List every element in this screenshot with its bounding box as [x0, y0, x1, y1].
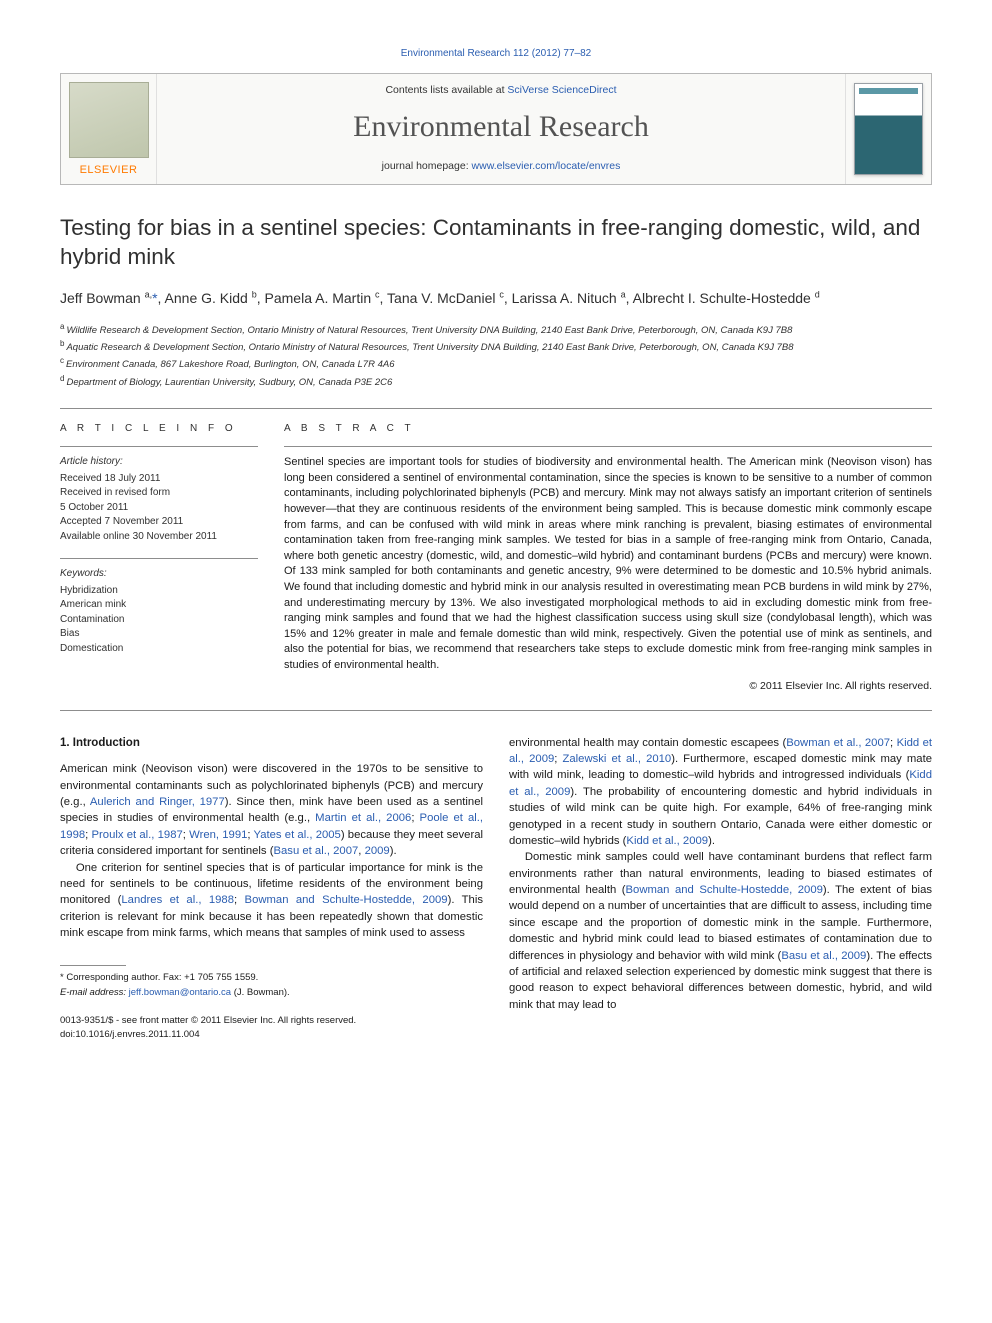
homepage-link[interactable]: www.elsevier.com/locate/envres	[472, 160, 621, 172]
page-root: Environmental Research 112 (2012) 77–82 …	[0, 0, 992, 1081]
contents-prefix: Contents lists available at	[385, 84, 507, 96]
affiliations: aWildlife Research & Development Section…	[60, 321, 932, 391]
author-list: Jeff Bowman a,*, Anne G. Kidd b, Pamela …	[60, 288, 932, 309]
abstract-copyright: © 2011 Elsevier Inc. All rights reserved…	[284, 680, 932, 692]
citation-link[interactable]: Basu et al., 2007	[273, 845, 358, 857]
citation-link[interactable]: Kidd et al., 2009	[626, 835, 708, 847]
email-footnote: E-mail address: jeff.bowman@ontario.ca (…	[60, 986, 483, 1000]
footnote-rule	[60, 965, 126, 966]
abstract-column: A B S T R A C T Sentinel species are imp…	[284, 423, 932, 692]
citation-link[interactable]: Martin et al., 2006	[315, 812, 411, 824]
body-paragraph: environmental health may contain domesti…	[509, 735, 932, 850]
masthead-right	[845, 74, 931, 184]
running-header-journal-link[interactable]: Environmental Research	[401, 48, 511, 59]
author: Albrecht I. Schulte-Hostedde	[633, 290, 811, 306]
keyword: Hybridization	[60, 584, 258, 599]
divider	[284, 446, 932, 447]
body-paragraph: One criterion for sentinel species that …	[60, 860, 483, 942]
keywords-list: Hybridization American mink Contaminatio…	[60, 584, 258, 657]
citation-link[interactable]: Bowman et al., 2007	[786, 737, 890, 749]
divider	[60, 558, 258, 559]
author: Tana V. McDaniel	[387, 290, 495, 306]
issn-line: 0013-9351/$ - see front matter © 2011 El…	[60, 1014, 483, 1028]
body-column-left: 1. Introduction American mink (Neovison …	[60, 735, 483, 1042]
affiliation-a: aWildlife Research & Development Section…	[60, 321, 932, 338]
homepage-prefix: journal homepage:	[382, 160, 472, 172]
affiliation-c: cEnvironment Canada, 867 Lakeshore Road,…	[60, 355, 932, 372]
article-info-head: A R T I C L E I N F O	[60, 423, 258, 434]
history-line: Received in revised form	[60, 486, 258, 501]
info-abstract-row: A R T I C L E I N F O Article history: R…	[60, 409, 932, 710]
author: Anne G. Kidd	[165, 290, 248, 306]
doi-line: doi:10.1016/j.envres.2011.11.004	[60, 1028, 483, 1042]
journal-masthead: ELSEVIER Contents lists available at Sci…	[60, 73, 932, 185]
body-column-right: environmental health may contain domesti…	[509, 735, 932, 1042]
masthead-left: ELSEVIER	[61, 74, 157, 184]
keyword: Domestication	[60, 642, 258, 657]
divider	[60, 446, 258, 447]
citation-link[interactable]: Bowman and Schulte-Hostedde, 2009	[245, 894, 448, 906]
elsevier-tree-icon	[69, 82, 149, 158]
elsevier-wordmark: ELSEVIER	[80, 164, 138, 176]
masthead-center: Contents lists available at SciVerse Sci…	[157, 74, 845, 184]
footer-meta: 0013-9351/$ - see front matter © 2011 El…	[60, 1014, 483, 1042]
journal-cover-thumb	[854, 83, 923, 175]
keyword: American mink	[60, 598, 258, 613]
contents-line: Contents lists available at SciVerse Sci…	[165, 84, 837, 96]
email-link[interactable]: jeff.bowman@ontario.ca	[129, 987, 231, 998]
affiliation-b: bAquatic Research & Development Section,…	[60, 338, 932, 355]
citation-link[interactable]: Yates et al., 2005	[254, 829, 341, 841]
citation-link[interactable]: Wren, 1991	[189, 829, 247, 841]
corresponding-author-footnote: * Corresponding author. Fax: +1 705 755 …	[60, 971, 483, 985]
homepage-line: journal homepage: www.elsevier.com/locat…	[165, 160, 837, 172]
citation-link[interactable]: Aulerich and Ringer, 1977	[90, 796, 225, 808]
running-header-citation: 112 (2012) 77–82	[510, 48, 591, 59]
journal-name: Environmental Research	[165, 110, 837, 144]
sciencedirect-link[interactable]: SciVerse ScienceDirect	[507, 84, 616, 96]
article-title: Testing for bias in a sentinel species: …	[60, 213, 932, 272]
history-line: Received 18 July 2011	[60, 472, 258, 487]
abstract-head: A B S T R A C T	[284, 423, 932, 434]
history-line: Available online 30 November 2011	[60, 530, 258, 545]
section-heading: 1. Introduction	[60, 735, 483, 752]
keywords-subhead: Keywords:	[60, 567, 258, 582]
citation-link[interactable]: Proulx et al., 1987	[92, 829, 183, 841]
citation-link[interactable]: Landres et al., 1988	[121, 894, 234, 906]
keyword: Bias	[60, 627, 258, 642]
author: Larissa A. Nituch	[512, 290, 617, 306]
history-subhead: Article history:	[60, 455, 258, 470]
body-columns: 1. Introduction American mink (Neovison …	[60, 735, 932, 1042]
body-paragraph: American mink (Neovison vison) were disc…	[60, 761, 483, 859]
article-history: Article history: Received 18 July 2011 R…	[60, 455, 258, 544]
divider	[60, 710, 932, 711]
body-paragraph: Domestic mink samples could well have co…	[509, 849, 932, 1013]
citation-link[interactable]: Basu et al., 2009	[781, 950, 866, 962]
keywords-block: Keywords: Hybridization American mink Co…	[60, 567, 258, 656]
history-line: 5 October 2011	[60, 501, 258, 516]
article-info-column: A R T I C L E I N F O Article history: R…	[60, 423, 258, 692]
author: Pamela A. Martin	[265, 290, 372, 306]
abstract-text: Sentinel species are important tools for…	[284, 455, 932, 674]
author: Jeff Bowman	[60, 290, 141, 306]
citation-link[interactable]: 2009	[365, 845, 390, 857]
citation-link[interactable]: Zalewski et al., 2010	[562, 753, 671, 765]
citation-link[interactable]: Bowman and Schulte-Hostedde, 2009	[626, 884, 823, 896]
footnotes: * Corresponding author. Fax: +1 705 755 …	[60, 965, 483, 1000]
corresponding-author-mark[interactable]: *	[152, 290, 157, 306]
running-header: Environmental Research 112 (2012) 77–82	[60, 48, 932, 59]
affiliation-d: dDepartment of Biology, Laurentian Unive…	[60, 373, 932, 390]
keyword: Contamination	[60, 613, 258, 628]
history-line: Accepted 7 November 2011	[60, 515, 258, 530]
